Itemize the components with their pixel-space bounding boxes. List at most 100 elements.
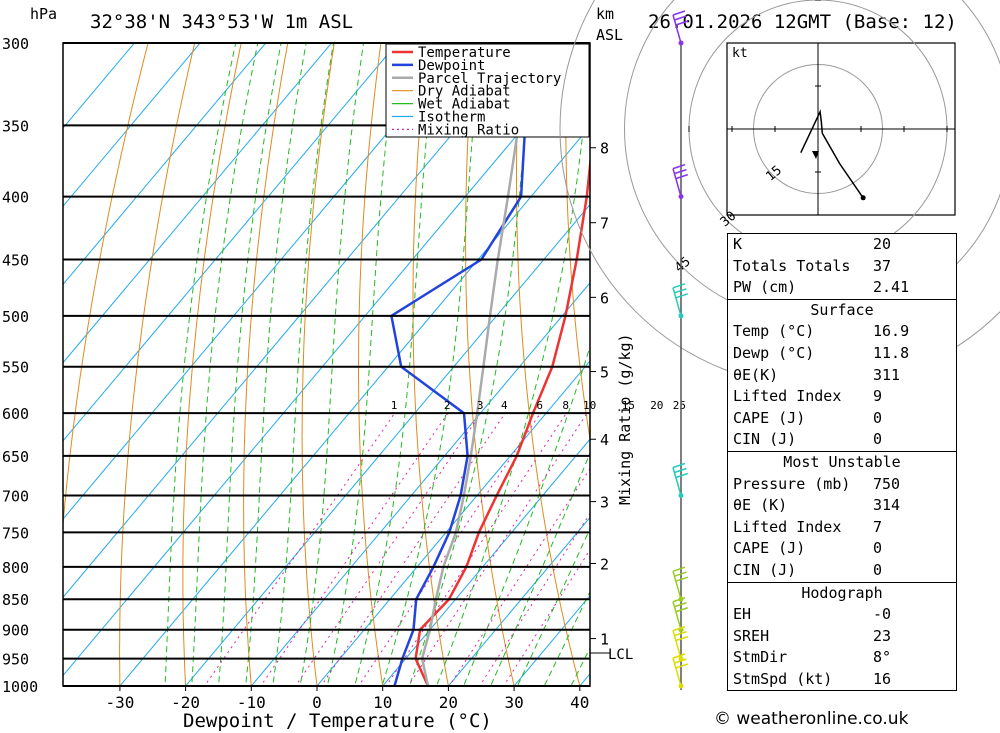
table-row: K 20: [728, 234, 956, 256]
table-row: CAPE (J) 0: [728, 408, 956, 430]
isotherm-line: [63, 43, 136, 129]
wind-barb-feather: [672, 653, 686, 659]
height-tick-label: 8: [600, 140, 609, 158]
height-tick-label: 4: [600, 431, 609, 449]
height-tick-label: 2: [600, 555, 609, 573]
table-row-value: -0: [873, 605, 892, 624]
legend-label: Parcel Trajectory: [418, 71, 561, 87]
most-unstable-title: Most Unstable: [783, 452, 901, 471]
wind-barb-feather: [674, 571, 687, 577]
table-row-label: CIN (J): [733, 430, 797, 449]
table-row-value: 8°: [873, 648, 892, 667]
table-row-label: K: [733, 235, 743, 253]
table-row-value: 7: [873, 517, 883, 536]
series-line-dewpoint: [390, 43, 527, 686]
table-row-label: CAPE (J): [733, 539, 806, 558]
x-tick-label: 40: [570, 693, 589, 712]
hodograph-trace: [800, 109, 864, 199]
wet-adiabat-line: [490, 451, 590, 686]
mixing-ratio-line: [320, 412, 506, 686]
surface-title: Surface: [810, 300, 874, 319]
pressure-tick-label: 800: [2, 559, 29, 577]
table-row-label: Pressure (mb): [733, 474, 851, 493]
table-row-label: StmDir: [733, 648, 788, 667]
legend-label: Mixing Ratio: [418, 122, 519, 138]
series-line-parcel-trajectory: [420, 43, 530, 686]
table-row: Totals Totals 37: [728, 256, 956, 278]
wind-barb-feather: [675, 472, 689, 479]
pressure-tick-label: 550: [2, 359, 29, 377]
wet-adiabat-line: [435, 56, 590, 686]
table-row: StmDir 8°: [728, 647, 956, 669]
dry-adiabat-line: [358, 43, 384, 686]
wet-adiabat-line: [272, 43, 334, 686]
hodograph-section: Hodograph EH -0 SREH 23 StmDir 8° StmSpd (kt) 1…: [728, 581, 956, 691]
height-tick-label: 7: [600, 215, 609, 233]
table-row-value: 37: [873, 256, 892, 275]
hodograph-end-marker: [860, 195, 866, 201]
most-unstable-section: Most Unstable Pressure (mb) 750 θE (K) 314 L…: [728, 450, 956, 582]
table-row-value: 9: [873, 387, 883, 406]
table-row-value: 20: [873, 235, 892, 253]
table-row: CIN (J) 0: [728, 560, 956, 582]
table-row-label: EH: [733, 605, 752, 624]
isotherm-line: [184, 203, 590, 686]
isotherm-line: [119, 125, 590, 686]
x-axis-label: Dewpoint / Temperature (°C): [183, 710, 492, 732]
height-tick-label: 5: [600, 364, 609, 382]
wet-adiabat-line: [326, 43, 398, 686]
surface-section: Surface Temp (°C) 16.9 Dewp (°C) 11.8 θE(K) 3…: [728, 298, 956, 451]
pressure-tick-label: 1000: [2, 678, 38, 696]
wind-barb-feather: [675, 635, 689, 642]
table-row: Lifted Index 7: [728, 517, 956, 539]
table-row: Dewp (°C) 11.8: [728, 343, 956, 365]
height-tick-label: 1: [600, 631, 609, 649]
table-row: CAPE (J) 0: [728, 538, 956, 560]
wind-barb-feather: [675, 663, 689, 669]
dry-adiabat-line: [119, 43, 196, 686]
table-row-value: 11.8: [873, 343, 910, 362]
mixing-ratio-tick-label: 25: [673, 399, 686, 412]
asl-unit: ASL: [596, 26, 623, 44]
dry-adiabat-line: [465, 43, 515, 686]
isotherm-line: [63, 43, 201, 208]
credit-text[interactable]: © weatheronline.co.uk: [714, 709, 909, 729]
height-tick-label: 3: [600, 494, 609, 512]
pressure-tick-label: 300: [2, 35, 29, 53]
table-row-label: CIN (J): [733, 560, 797, 579]
wind-barb-feather: [675, 293, 689, 299]
table-row-label: PW (cm): [733, 278, 797, 297]
dry-adiabat-line: [182, 43, 242, 686]
table-row: StmSpd (kt) 16: [728, 669, 956, 691]
wind-barb-feather: [674, 467, 687, 474]
mixing-ratio-line: [448, 467, 590, 686]
isotherm-line: [316, 360, 590, 686]
table-row-label: Totals Totals: [733, 256, 851, 275]
mixing-ratio-tick-label: 20: [650, 399, 663, 412]
x-tick-label: 30: [504, 693, 523, 712]
pressure-tick-label: 950: [2, 651, 29, 669]
dry-adiabat-line: [516, 43, 581, 686]
table-row: Lifted Index 9: [728, 386, 956, 408]
table-row-label: θE (K): [733, 496, 788, 515]
table-row-value: 0: [873, 430, 883, 449]
table-row-value: 0: [873, 539, 883, 558]
table-row-label: StmSpd (kt): [733, 669, 833, 688]
wind-barb-feather: [672, 625, 686, 632]
height-tick-label: 6: [600, 289, 609, 307]
dry-adiabat-line: [243, 43, 289, 686]
pressure-tick-label: 700: [2, 488, 29, 506]
legend-label: Wet Adiabat: [418, 97, 511, 113]
mixing-ratio-tick-label: 2: [444, 399, 451, 412]
mixing-ratio-line: [203, 412, 396, 686]
wet-adiabat-line: [408, 43, 533, 686]
dry-adiabat-line: [412, 43, 449, 686]
dry-adiabat-line: [980, 6, 1000, 712]
pressure-tick-label: 650: [2, 448, 29, 466]
wet-adiabat-line: [164, 43, 237, 686]
dry-adiabat-line: [565, 43, 590, 443]
hodograph-unit: kt: [732, 46, 748, 61]
